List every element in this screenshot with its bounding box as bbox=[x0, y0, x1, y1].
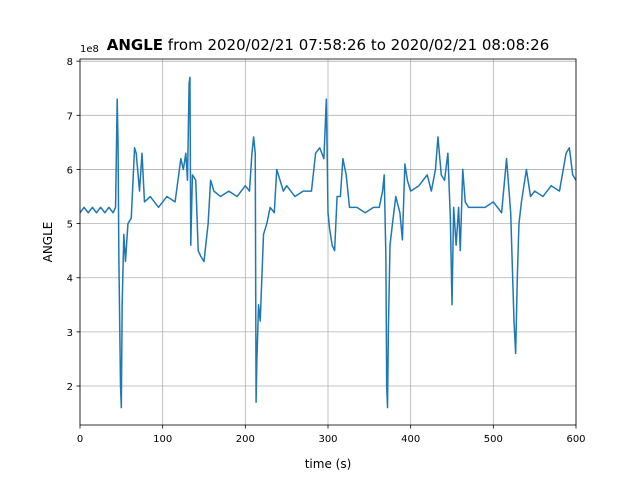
y-tick-label: 8 bbox=[67, 57, 73, 68]
plot-frame bbox=[79, 58, 577, 426]
y-tick-label: 5 bbox=[67, 220, 73, 231]
x-tick-label: 200 bbox=[236, 434, 255, 445]
x-tick-label: 400 bbox=[401, 434, 420, 445]
y-axis-label: ANGLE bbox=[41, 222, 55, 263]
y-offset-text: 1e8 bbox=[80, 44, 99, 55]
x-tick-label: 100 bbox=[153, 434, 172, 445]
x-tick-label: 500 bbox=[484, 434, 503, 445]
x-tick-label: 0 bbox=[77, 434, 83, 445]
x-tick-label: 300 bbox=[318, 434, 337, 445]
y-tick-label: 4 bbox=[67, 274, 73, 285]
y-tick-label: 7 bbox=[67, 111, 73, 122]
chart-title: ANGLE from 2020/02/21 07:58:26 to 2020/0… bbox=[107, 36, 550, 54]
title-rest: from 2020/02/21 07:58:26 to 2020/02/21 0… bbox=[168, 36, 549, 54]
data-line bbox=[79, 76, 577, 409]
y-tick-label: 3 bbox=[67, 328, 73, 339]
x-tick-label: 600 bbox=[566, 434, 585, 445]
x-axis-label: time (s) bbox=[305, 457, 352, 471]
y-tick-label: 6 bbox=[67, 165, 73, 176]
y-tick-label: 2 bbox=[67, 382, 73, 393]
title-bold: ANGLE bbox=[107, 36, 163, 54]
